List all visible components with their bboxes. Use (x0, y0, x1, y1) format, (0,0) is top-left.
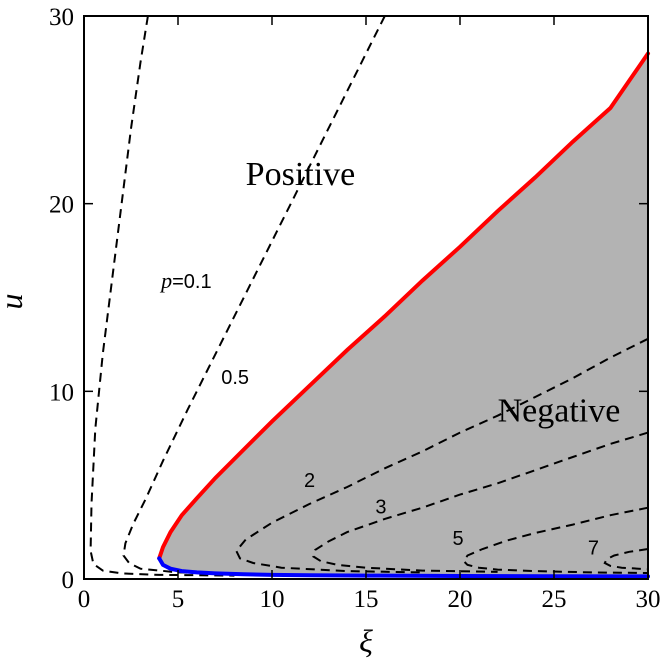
x-axis-label: ξ (359, 623, 373, 659)
contour-line-5 (603, 548, 649, 571)
contour-label-1: 0.5 (221, 367, 249, 389)
y-tick-label: 0 (62, 567, 75, 594)
contour-line-1 (122, 15, 386, 575)
y-tick-label: 30 (49, 4, 74, 31)
y-tick-label: 10 (49, 379, 74, 406)
x-tick-label: 5 (172, 586, 185, 613)
contour-labels: p=0.1 0.5 2 3 5 7 (159, 268, 599, 559)
upper-boundary-curve (157, 51, 650, 561)
x-tick-label: 0 (78, 586, 91, 613)
contour-label-3: 3 (375, 496, 386, 518)
contour-label-4: 5 (452, 528, 463, 550)
x-tick-label: 10 (260, 586, 285, 613)
region-labels: Positive Negative (246, 156, 621, 429)
region-label-positive: Positive (246, 156, 356, 193)
negative-region-area (159, 53, 648, 577)
negative-region-fill (159, 53, 648, 577)
contour-line-3 (312, 431, 649, 573)
contour-label-0: p=0.1 (159, 268, 211, 293)
x-tick-label: 15 (354, 586, 379, 613)
y-axis-label: u (0, 294, 29, 310)
y-tick-label: 20 (49, 192, 74, 219)
contour-line-0 (89, 15, 235, 577)
contour-label-5: 7 (588, 538, 599, 560)
x-tick-label: 25 (542, 586, 567, 613)
contour-label-2: 2 (304, 470, 315, 492)
region-label-negative: Negative (498, 392, 621, 429)
contour-line-4 (462, 506, 649, 574)
x-tick-label: 30 (636, 586, 661, 613)
x-tick-label: 20 (448, 586, 473, 613)
contour-lines (89, 15, 649, 577)
